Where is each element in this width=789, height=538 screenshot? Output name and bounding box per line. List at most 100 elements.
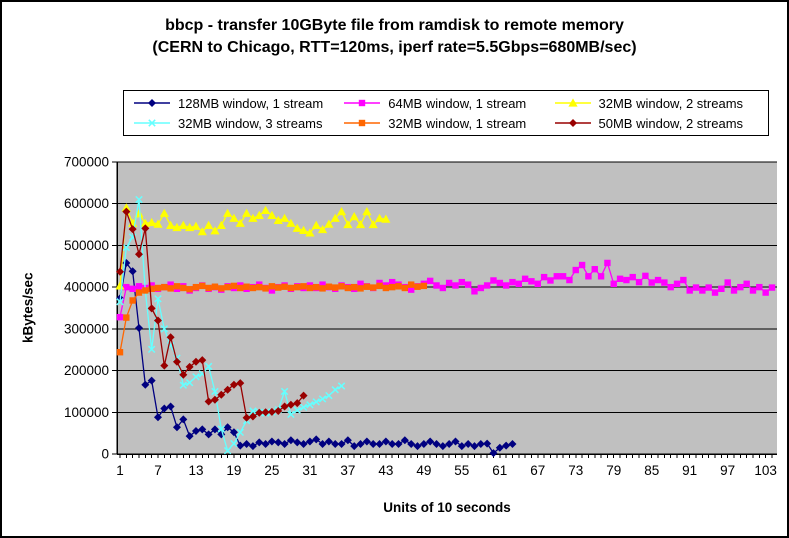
square-marker-icon xyxy=(243,283,250,290)
diamond-marker-icon xyxy=(356,439,365,448)
x-tick-label: 1 xyxy=(116,463,124,478)
diamond-marker-icon xyxy=(141,224,150,233)
diamond-marker-icon xyxy=(293,399,302,408)
diamond-marker-icon xyxy=(172,357,181,366)
diamond-marker-icon xyxy=(128,225,137,234)
diamond-marker-icon xyxy=(153,316,162,325)
legend-item-50mb-2-streams: 50MB window, 2 streams xyxy=(554,116,768,131)
square-marker-icon xyxy=(388,278,396,286)
x-tick-label: 85 xyxy=(644,463,659,478)
diamond-marker-icon xyxy=(495,443,504,452)
triangle-marker-icon xyxy=(567,98,578,107)
square-marker-icon xyxy=(148,282,155,289)
square-marker-icon xyxy=(743,280,750,288)
square-marker-icon xyxy=(534,280,541,288)
diamond-marker-icon xyxy=(147,304,156,313)
square-marker-icon xyxy=(300,283,307,290)
square-marker-icon xyxy=(230,282,238,290)
x-axis: 1 7 13 19 25 31 37 43 49 55 61 67 73 79 85 91 97 103 xyxy=(116,454,777,478)
square-marker-icon xyxy=(135,289,143,296)
diamond-marker-icon xyxy=(489,449,498,458)
square-marker-icon xyxy=(359,119,366,127)
diamond-marker-icon xyxy=(210,425,219,434)
diamond-marker-icon xyxy=(160,361,169,370)
x-axis-title: Units of 10 seconds xyxy=(383,500,511,515)
diamond-marker-icon xyxy=(343,436,352,445)
x-tick-label: 49 xyxy=(416,463,431,478)
x-marker-icon xyxy=(147,345,156,354)
x-marker-icon xyxy=(299,403,308,412)
square-marker-icon xyxy=(648,279,655,286)
diamond-marker-icon xyxy=(148,99,156,107)
diamond-marker-icon xyxy=(470,442,479,451)
diamond-marker-icon xyxy=(331,439,340,448)
legend-marker-50mb-2-streams-icon xyxy=(554,119,591,127)
triangle-marker-icon xyxy=(273,215,283,224)
square-marker-icon xyxy=(287,284,295,292)
diamond-marker-icon xyxy=(274,407,283,416)
chart-title: bbcp - transfer 10GByte file from ramdis… xyxy=(2,15,787,59)
square-marker-icon xyxy=(167,281,174,288)
square-marker-icon xyxy=(737,283,744,291)
y-tick-label: 400000 xyxy=(64,280,109,295)
square-marker-icon xyxy=(401,284,409,292)
triangle-marker-icon xyxy=(311,220,321,230)
triangle-marker-icon xyxy=(292,223,302,232)
chart-legend: 128MB window, 1 stream 64MB window, 1 st… xyxy=(123,90,769,136)
diamond-marker-icon xyxy=(242,413,251,422)
square-marker-icon xyxy=(730,287,738,294)
diamond-marker-icon xyxy=(381,437,390,446)
x-tick-label: 19 xyxy=(226,463,241,478)
diamond-marker-icon xyxy=(236,379,245,388)
square-marker-icon xyxy=(439,284,447,292)
diamond-marker-icon xyxy=(267,407,276,416)
diamond-marker-icon xyxy=(400,436,409,445)
square-marker-icon xyxy=(275,284,282,291)
x-tick-label: 13 xyxy=(188,463,203,478)
diamond-marker-icon xyxy=(204,397,213,406)
square-marker-icon xyxy=(426,277,434,285)
diamond-marker-icon xyxy=(255,438,264,447)
diamond-marker-icon xyxy=(568,119,577,127)
legend-marker-32mb-1-stream-icon xyxy=(344,119,381,127)
square-marker-icon xyxy=(414,283,421,290)
square-marker-icon xyxy=(161,283,168,291)
square-marker-icon xyxy=(370,284,377,291)
diamond-marker-icon xyxy=(508,439,517,448)
x-marker-icon xyxy=(122,243,131,252)
square-marker-icon xyxy=(616,275,624,282)
diamond-marker-icon xyxy=(242,439,251,448)
triangle-marker-icon xyxy=(178,220,188,230)
series-32mb-window-1-stream xyxy=(116,281,428,356)
triangle-marker-icon xyxy=(355,219,366,229)
y-tick-label: 700000 xyxy=(64,155,109,170)
diamond-marker-icon xyxy=(191,427,200,436)
square-marker-icon xyxy=(509,278,516,286)
series-50mb-window-2-streams xyxy=(116,207,308,422)
diamond-marker-icon xyxy=(210,395,219,404)
square-marker-icon xyxy=(680,276,687,284)
legend-item-128mb-1-stream: 128MB window, 1 stream xyxy=(133,96,343,111)
diamond-marker-icon xyxy=(286,400,295,409)
plot-area xyxy=(117,162,777,454)
diamond-marker-icon xyxy=(280,402,289,411)
square-marker-icon xyxy=(420,282,428,290)
diamond-marker-icon xyxy=(204,430,213,439)
legend-label: 32MB window, 3 streams xyxy=(178,115,323,131)
triangle-marker-icon xyxy=(248,213,258,222)
legend-label: 50MB window, 2 streams xyxy=(598,115,744,131)
diamond-marker-icon xyxy=(375,439,384,448)
square-marker-icon xyxy=(173,283,181,290)
diamond-marker-icon xyxy=(394,439,403,448)
diamond-marker-icon xyxy=(223,423,232,432)
legend-label: 32MB window, 2 streams xyxy=(598,95,744,111)
square-marker-icon xyxy=(502,282,510,289)
square-marker-icon xyxy=(705,284,712,291)
square-marker-icon xyxy=(585,273,592,280)
triangle-marker-icon xyxy=(324,219,334,228)
x-marker-icon xyxy=(135,195,143,204)
x-marker-icon xyxy=(331,386,339,394)
diamond-marker-icon xyxy=(229,380,238,389)
square-marker-icon xyxy=(129,285,136,293)
square-marker-icon xyxy=(559,273,567,280)
